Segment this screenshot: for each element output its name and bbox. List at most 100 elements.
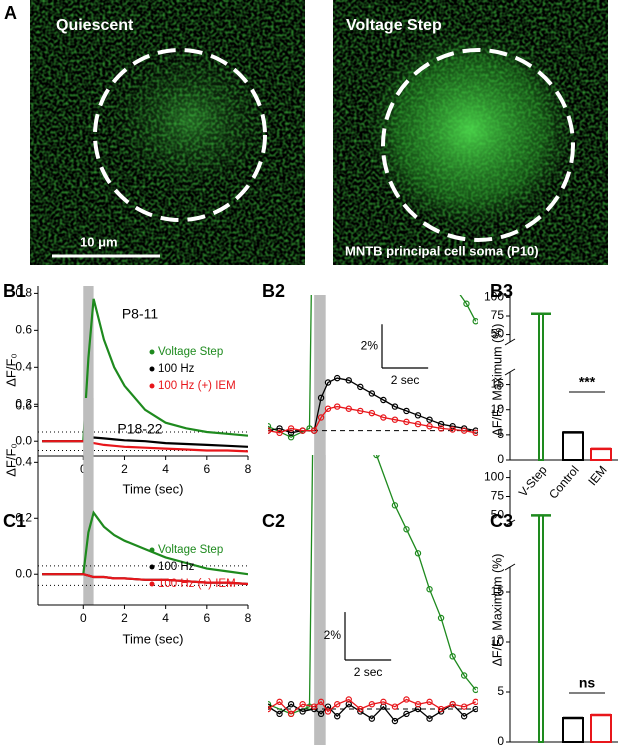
legend-marker [149, 564, 155, 570]
data-point [368, 701, 376, 708]
cell-glow [110, 50, 270, 190]
chart-B2: B2 2% 2 sec [262, 281, 478, 470]
y-tick-label: 0.0 [15, 566, 32, 580]
data-point [391, 502, 399, 509]
data-point [414, 412, 422, 419]
series-line [268, 455, 477, 715]
data-point [317, 698, 325, 706]
axis-break [504, 368, 516, 376]
legend-label: 100 Hz [158, 363, 195, 375]
chart-C1: C1 0.0 0.2 0.4 0.6 0 2 4 6 8 P18-22 Time (sec) ΔF/F₀… [3, 398, 252, 646]
data-point [463, 300, 470, 307]
axis-break [504, 519, 516, 527]
bar [562, 431, 584, 462]
data-point [391, 403, 399, 410]
data-point [276, 425, 283, 432]
panel-label: A [4, 3, 17, 23]
legend-label: 100 Hz (+) IEM [158, 578, 236, 590]
data-point [357, 383, 364, 391]
data-point [345, 405, 352, 412]
cell-glow [365, 30, 575, 230]
image-right: Voltage Step MNTB principal cell soma (P… [333, 0, 608, 265]
scale-bar-y-label: 2% [361, 338, 379, 352]
data-point [310, 703, 318, 710]
data-point [324, 405, 332, 412]
panel-label: B1 [3, 281, 26, 301]
y-tick-label: 100 [484, 470, 504, 484]
data-point [380, 396, 387, 404]
x-tick-label: IEM [585, 745, 609, 747]
data-point [460, 427, 468, 434]
data-point [460, 713, 468, 720]
y-tick-label: 0.2 [15, 510, 32, 524]
data-point [357, 705, 364, 713]
data-point [391, 717, 399, 725]
y-tick-label: 100 [484, 290, 504, 304]
data-point [334, 403, 341, 410]
stimulus-bar [314, 295, 326, 470]
x-axis-label: Time (sec) [123, 481, 184, 496]
x-tick-label: 4 [162, 462, 169, 476]
legend-label: Voltage Step [158, 346, 223, 358]
data-point [317, 414, 325, 421]
bar [538, 514, 544, 744]
y-tick-label: 0.4 [15, 359, 32, 373]
panel-label: C1 [3, 511, 26, 531]
data-point [414, 420, 422, 428]
legend-marker [149, 366, 155, 372]
image-caption: MNTB principal cell soma (P10) [345, 243, 539, 258]
image-left: Quiescent 10 μm [30, 0, 305, 265]
image-label: Voltage Step [346, 17, 442, 34]
data-point [426, 416, 433, 423]
chart-title: P18-22 [117, 421, 162, 437]
data-point [345, 377, 352, 384]
y-tick-label: 75 [491, 489, 505, 503]
bar [590, 714, 612, 743]
legend-label: 100 Hz (+) IEM [158, 380, 236, 392]
y-tick-label: 15 [491, 377, 505, 391]
legend-label: 100 Hz [158, 561, 195, 573]
x-tick-label: 6 [203, 462, 210, 476]
data-point [276, 710, 283, 718]
roi-circle [381, 48, 575, 242]
data-point [324, 708, 332, 715]
legend-marker [149, 383, 155, 389]
axis-break [504, 338, 516, 346]
series-line [42, 510, 248, 576]
data-point [299, 701, 306, 708]
y-tick-label: 0.2 [15, 396, 32, 410]
panel-label: C2 [262, 511, 285, 531]
data-point [403, 710, 410, 718]
data-point [403, 418, 410, 426]
data-point [287, 710, 295, 718]
scale-bar-y-label: 2% [324, 628, 342, 642]
y-axis-label: ΔF/F₀ [3, 353, 18, 387]
data-point [276, 698, 283, 706]
x-tick-label: 0 [80, 611, 87, 625]
y-tick-label: 50 [491, 508, 505, 522]
data-point [426, 423, 433, 430]
data-point [287, 701, 295, 708]
data-point [276, 429, 283, 437]
axis-break [504, 563, 516, 571]
data-point [368, 715, 376, 722]
x-tick-label: 2 [121, 611, 128, 625]
data-point [437, 705, 445, 713]
image-label: Quiescent [56, 17, 134, 34]
legend-label: Voltage Step [158, 544, 223, 556]
y-tick-label: 0.8 [15, 286, 32, 300]
x-tick-label: V-Step [516, 463, 550, 500]
y-tick-label: 5 [497, 684, 504, 698]
data-point [437, 425, 445, 432]
data-point [317, 394, 325, 402]
panel-label: B2 [262, 281, 285, 301]
bar [538, 312, 544, 461]
x-tick-label: 8 [245, 611, 252, 625]
y-tick-label: 0 [497, 734, 504, 747]
data-point [472, 318, 478, 325]
panel-label: B3 [490, 281, 513, 301]
data-point [373, 455, 380, 459]
y-tick-label: 10 [491, 402, 505, 416]
